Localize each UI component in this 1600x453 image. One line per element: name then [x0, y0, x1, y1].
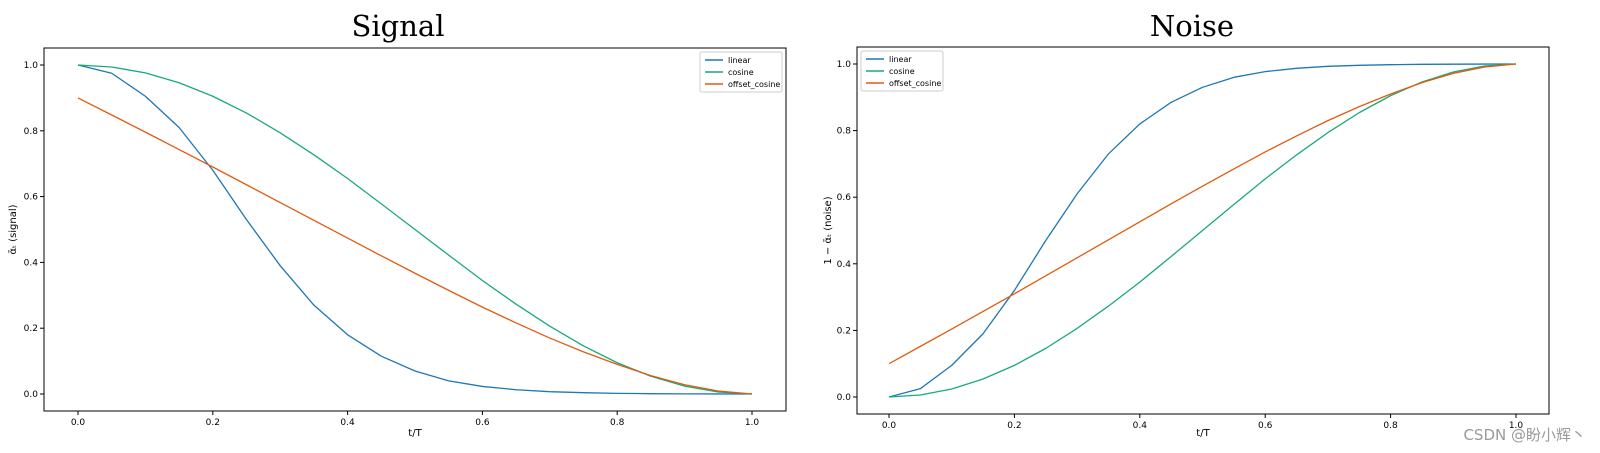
chart-panel-2: Noise 0.0 0.2 0.4 0.6 0.8 1.0 0.0 0.2 0.4 0.6 0.8 1.… [823, 9, 1550, 439]
y-tick-label: 0.6 [24, 193, 39, 203]
x-tick-label: 1.0 [1509, 421, 1524, 431]
watermark-text: CSDN @盼小辉丶 [1463, 426, 1586, 444]
y-tick-label: 1.0 [837, 60, 852, 70]
x-axis-label: t/T [1196, 428, 1210, 439]
y-tick-label: 0.0 [837, 393, 852, 403]
legend-box [860, 50, 944, 92]
x-tick-label: 0.4 [1133, 421, 1148, 431]
legend-label-cosine: cosine [728, 68, 754, 77]
legend-label-linear: linear [889, 55, 912, 64]
chart-title: Signal [352, 9, 445, 43]
series-line-cosine [888, 63, 1517, 398]
y-tick-label: 0.4 [24, 258, 39, 268]
x-tick-label: 1.0 [745, 418, 760, 428]
legend-box [699, 51, 783, 93]
series-line-offset_cosine [77, 97, 753, 395]
x-tick-label: 0.8 [610, 418, 625, 428]
axes-frame [43, 47, 787, 412]
x-tick-label: 0.2 [1007, 421, 1021, 431]
series-line-offset_cosine [888, 63, 1517, 365]
y-axis-label: 1 − ᾱₜ (noise) [823, 196, 834, 264]
series-line-cosine [77, 64, 753, 395]
legend-label-offset_cosine: offset_cosine [889, 79, 941, 88]
y-tick-label: 0.0 [24, 390, 39, 400]
y-tick-label: 0.2 [837, 326, 851, 336]
x-tick-label: 0.0 [882, 421, 897, 431]
series-line-linear [77, 64, 753, 395]
legend: linear cosine offset_cosine [699, 51, 783, 93]
y-tick-label: 1.0 [24, 61, 39, 71]
y-tick-label: 0.8 [24, 127, 39, 137]
y-tick-label: 0.6 [837, 193, 852, 203]
chart-title: Noise [1150, 9, 1234, 43]
x-tick-label: 0.2 [206, 418, 220, 428]
legend-label-cosine: cosine [889, 67, 915, 76]
x-tick-label: 0.6 [1258, 421, 1273, 431]
chart-panel-1: Signal 0.0 0.2 0.4 0.6 0.8 1.0 0.0 0.2 0.4 0.6 0.8 1… [8, 9, 787, 439]
series-line-linear [888, 63, 1517, 398]
legend-label-offset_cosine: offset_cosine [728, 80, 780, 89]
y-tick-label: 0.2 [24, 324, 38, 334]
x-tick-label: 0.4 [340, 418, 355, 428]
y-axis-label: ᾱₜ (signal) [8, 204, 19, 254]
legend: linear cosine offset_cosine [860, 50, 944, 92]
x-tick-label: 0.0 [71, 418, 86, 428]
axes-frame [856, 46, 1550, 415]
y-tick-label: 0.8 [837, 127, 852, 137]
x-tick-label: 0.8 [1383, 421, 1398, 431]
x-tick-label: 0.6 [475, 418, 490, 428]
y-tick-label: 0.4 [837, 260, 852, 270]
legend-label-linear: linear [728, 56, 751, 65]
x-axis-label: t/T [408, 428, 422, 439]
